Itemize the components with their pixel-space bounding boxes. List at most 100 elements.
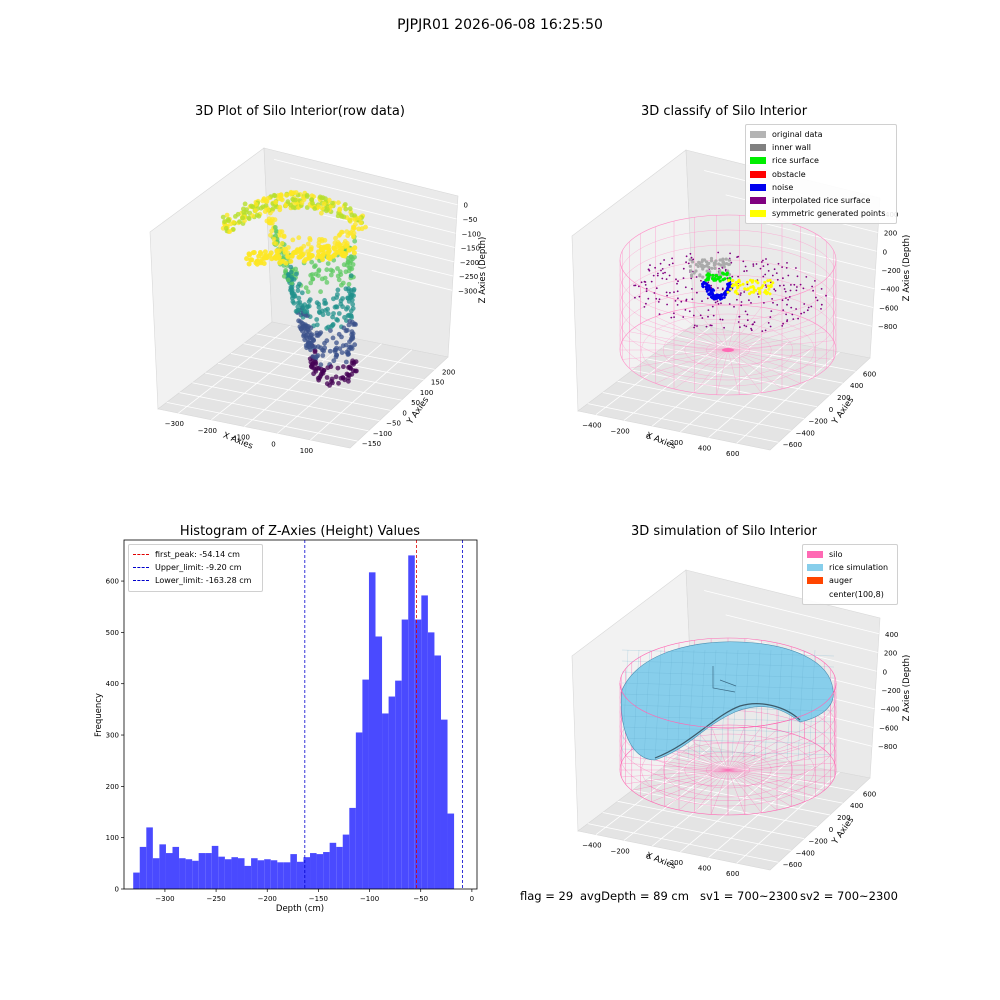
histogram-bar — [244, 865, 252, 889]
data-point — [276, 254, 282, 260]
panel2-silo-wireframe — [619, 214, 837, 396]
data-point — [296, 295, 302, 301]
histogram-bar — [434, 655, 441, 889]
panel2-title: 3D classify of Silo Interior — [640, 104, 808, 119]
histogram-bar — [152, 858, 160, 889]
histogram-bar — [172, 846, 180, 889]
silo-floor-ring — [663, 742, 794, 798]
interpolated-point — [825, 294, 827, 297]
silo-floor-spoke — [727, 331, 827, 351]
original-point — [700, 263, 704, 267]
data-point — [333, 347, 339, 353]
interpolated-point — [721, 318, 724, 321]
silo-floor-spoke — [727, 769, 835, 778]
z-tick-label: 200 — [884, 230, 897, 238]
original-point — [689, 273, 694, 277]
flag-text: flag = 29 — [520, 889, 574, 903]
silo-floor-spoke — [694, 307, 729, 351]
interpolated-point — [762, 265, 765, 267]
y-tick-label: −600 — [783, 441, 802, 449]
legend-swatch — [750, 210, 766, 218]
data-point — [347, 206, 353, 212]
original-point — [712, 261, 717, 265]
histogram-bars — [133, 555, 455, 889]
x-tick-label: −300 — [155, 895, 174, 903]
interpolated-point — [773, 268, 776, 271]
data-point — [295, 284, 301, 289]
interpolated-point — [736, 298, 738, 301]
interpolated-point — [665, 278, 668, 280]
legend-item: silo — [807, 548, 893, 561]
data-point — [329, 324, 334, 329]
data-point — [351, 322, 356, 327]
data-point — [350, 335, 356, 341]
legend-label: rice surface — [772, 156, 819, 166]
histogram-bar — [349, 807, 356, 889]
histogram-bar — [375, 636, 383, 889]
interpolated-point — [663, 259, 665, 261]
interpolated-point — [647, 297, 650, 300]
data-point — [318, 330, 324, 335]
interpolated-point — [771, 298, 773, 300]
data-point — [344, 229, 350, 235]
interpolated-point — [786, 319, 789, 321]
noise-point — [711, 291, 714, 295]
interpolated-point — [820, 308, 822, 310]
noise-point — [702, 281, 706, 284]
data-point — [302, 302, 308, 308]
noise-point — [726, 286, 729, 289]
y-tick-label: 0 — [402, 409, 406, 417]
legend-swatch — [133, 567, 149, 569]
data-point — [347, 319, 353, 324]
panel1-3d-plot: −300−200−1000100−150−100−500501001502000… — [149, 147, 488, 455]
surface-mesh-line — [621, 704, 835, 712]
surface-mesh-line — [621, 693, 835, 701]
data-point — [324, 267, 330, 273]
x-tick-label: −200 — [258, 895, 277, 903]
interpolated-point — [803, 311, 805, 314]
panel1-ticks: −300−200−1000100−150−100−500501001502000… — [165, 202, 481, 455]
legend-swatch — [807, 551, 823, 559]
data-point — [297, 299, 303, 305]
surface-mesh-line — [808, 649, 816, 761]
rice-surface-point — [707, 274, 711, 278]
histogram-bar — [277, 862, 284, 889]
interpolated-point — [762, 259, 764, 262]
histogram-bar — [336, 846, 343, 889]
x-tick-label: 600 — [726, 870, 739, 878]
data-point — [282, 249, 288, 255]
histogram-bar — [192, 860, 199, 889]
interpolated-point — [680, 300, 683, 303]
data-point — [272, 225, 278, 230]
z-tick-label: 0 — [883, 668, 887, 676]
interpolated-point — [689, 252, 692, 255]
silo-floor-ring — [641, 313, 815, 387]
interpolated-point — [640, 281, 643, 284]
interpolated-point — [773, 288, 776, 291]
silo-ring — [619, 229, 837, 321]
data-point — [313, 271, 319, 277]
interpolated-point — [644, 281, 647, 283]
data-point — [288, 284, 294, 290]
data-point — [250, 204, 256, 210]
data-point — [350, 301, 356, 307]
interpolated-point — [757, 296, 760, 298]
interpolated-point — [762, 275, 765, 278]
silo-floor-spoke — [727, 769, 746, 815]
symmetric-point — [752, 288, 756, 292]
legend-item: original data — [750, 128, 892, 141]
rice-surface-point — [723, 277, 727, 281]
interpolated-point — [770, 310, 773, 312]
interpolated-point — [673, 316, 675, 318]
legend-item: auger — [807, 574, 893, 587]
interpolated-point — [814, 280, 816, 282]
silo-floor-spoke — [727, 349, 834, 360]
data-point — [312, 349, 318, 355]
histogram-bar — [146, 827, 153, 889]
interpolated-point — [750, 329, 753, 332]
surface-mesh-line — [731, 649, 739, 761]
data-point — [277, 229, 283, 235]
data-point — [316, 309, 322, 315]
y-tick-label: −200 — [809, 418, 828, 426]
interpolated-point — [649, 264, 651, 266]
